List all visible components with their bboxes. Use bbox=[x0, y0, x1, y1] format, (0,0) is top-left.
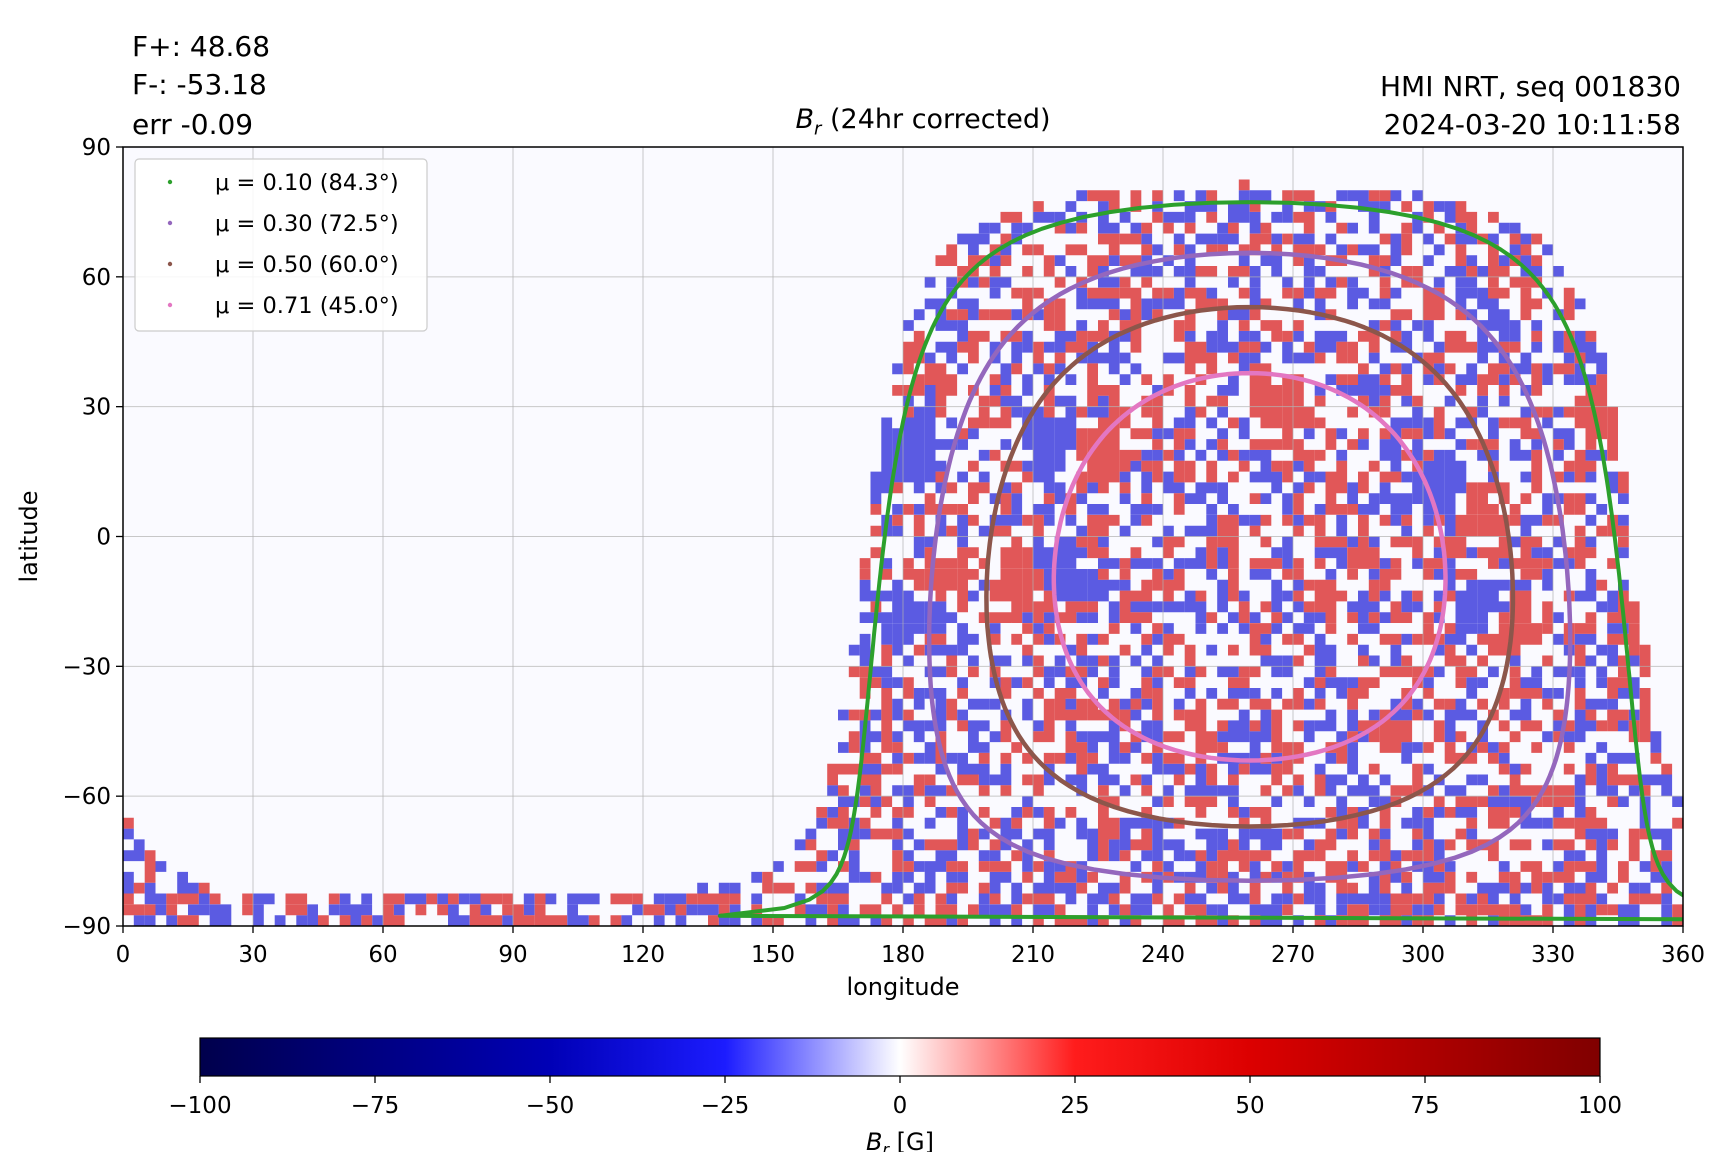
x-tick-label: 240 bbox=[1141, 942, 1185, 968]
mu-contour-1 bbox=[926, 250, 1573, 883]
axes: 0 30 60 90 120 150 180 210 240 270 300 330 360906030… bbox=[15, 135, 1705, 1001]
mu-contours bbox=[717, 200, 1683, 922]
colorbar-tick-label: −50 bbox=[526, 1093, 575, 1119]
x-tick-label: 120 bbox=[621, 942, 665, 968]
positive-polarity-field bbox=[123, 179, 1683, 926]
x-axis-label: longitude bbox=[846, 973, 959, 1001]
x-tick-label: 0 bbox=[116, 942, 131, 968]
legend-marker-3 bbox=[167, 302, 173, 308]
colorbar-tick-label: −25 bbox=[701, 1093, 750, 1119]
colorbar-tick-label: −100 bbox=[168, 1093, 231, 1119]
x-tick-label: 360 bbox=[1661, 942, 1705, 968]
colorbar-tick-label: 0 bbox=[893, 1093, 908, 1119]
x-tick-label: 30 bbox=[238, 942, 267, 968]
y-tick-label: 30 bbox=[82, 395, 111, 421]
title-symbol: B bbox=[795, 104, 815, 135]
y-tick-label: −30 bbox=[62, 654, 111, 680]
flux-positive: F+: 48.68 bbox=[132, 30, 271, 63]
y-axis-label: latitude bbox=[15, 490, 43, 582]
x-tick-label: 180 bbox=[881, 942, 925, 968]
legend-marker-0 bbox=[167, 179, 173, 185]
colorbar-tick-label: 25 bbox=[1060, 1093, 1089, 1119]
legend-label-0: μ = 0.10 (84.3°) bbox=[215, 170, 399, 196]
legend: μ = 0.10 (84.3°) μ = 0.30 (72.5°) μ = 0.50… bbox=[134, 158, 428, 332]
title-subscript: r bbox=[814, 118, 822, 140]
y-tick-label: −60 bbox=[62, 784, 111, 810]
y-tick-label: 0 bbox=[96, 525, 111, 551]
legend-label-1: μ = 0.30 (72.5°) bbox=[215, 211, 399, 237]
x-tick-label: 90 bbox=[498, 942, 527, 968]
colorbar-tick-label: 75 bbox=[1410, 1093, 1439, 1119]
x-tick-label: 300 bbox=[1401, 942, 1445, 968]
magnetogram-layer bbox=[123, 179, 1683, 926]
x-tick-label: 270 bbox=[1271, 942, 1315, 968]
timestamp-label: 2024-03-20 10:11:58 bbox=[1383, 108, 1681, 141]
negative-polarity-field bbox=[123, 190, 1683, 926]
legend-box bbox=[134, 158, 428, 332]
colorbar-axis: −100 −75 −50 −25 0 25 50 75 100 Br [G] bbox=[168, 1076, 1622, 1152]
mu-contour-2 bbox=[984, 304, 1516, 829]
mu-contour-0 bbox=[717, 200, 1683, 922]
x-tick-label: 60 bbox=[368, 942, 397, 968]
colorbar-tick-label: −75 bbox=[351, 1093, 400, 1119]
title-text: (24hr corrected) bbox=[821, 104, 1051, 135]
legend-label-2: μ = 0.50 (60.0°) bbox=[215, 252, 399, 278]
legend-marker-2 bbox=[167, 261, 173, 267]
colorbar-label: Br [G] bbox=[866, 1128, 934, 1152]
legend-label-3: μ = 0.71 (45.0°) bbox=[215, 293, 399, 319]
y-tick-label: 60 bbox=[82, 265, 111, 291]
x-tick-label: 150 bbox=[751, 942, 795, 968]
colorbar-tick-label: 50 bbox=[1235, 1093, 1264, 1119]
y-tick-label: 90 bbox=[82, 135, 111, 161]
flux-negative: F-: -53.18 bbox=[132, 68, 267, 101]
legend-marker-1 bbox=[167, 220, 173, 226]
mu-contour-3 bbox=[1051, 370, 1448, 763]
colorbar-tick-label: 100 bbox=[1578, 1093, 1622, 1119]
flux-error: err -0.09 bbox=[132, 108, 254, 141]
x-tick-label: 210 bbox=[1011, 942, 1055, 968]
chart-title: Br (24hr corrected) bbox=[795, 104, 1050, 139]
colorbar bbox=[199, 1037, 1601, 1077]
x-tick-label: 330 bbox=[1531, 942, 1575, 968]
y-tick-label: −90 bbox=[62, 914, 111, 940]
source-label: HMI NRT, seq 001830 bbox=[1379, 70, 1681, 103]
